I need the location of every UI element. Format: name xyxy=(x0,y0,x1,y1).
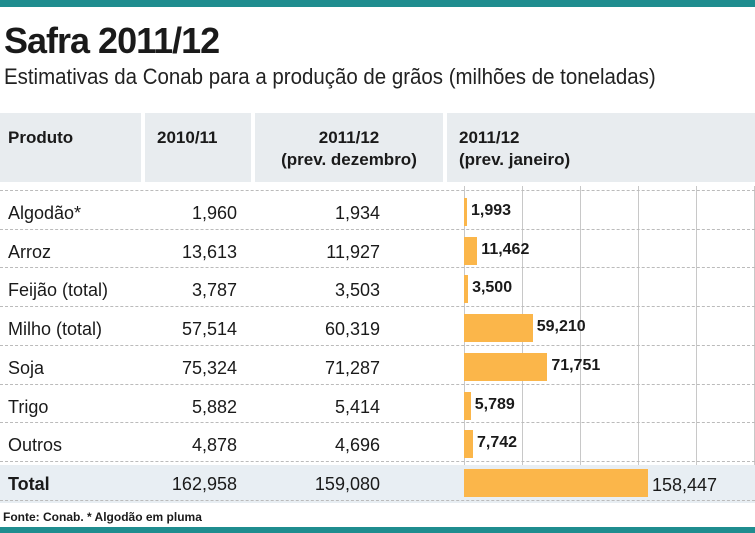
header-jan-line1: 2011/12 xyxy=(459,128,520,147)
table-row: Algodão* 1,960 1,934 xyxy=(0,194,755,232)
gridline xyxy=(464,186,465,500)
row-divider xyxy=(0,306,755,308)
table-row: Trigo 5,882 5,414 xyxy=(0,388,755,426)
header-dez: 2011/12 (prev. dezembro) xyxy=(255,113,443,182)
cell-2010-11: 162,958 xyxy=(171,473,237,494)
header-jan-line2: (prev. janeiro) xyxy=(459,150,571,169)
header-jan: 2011/12 (prev. janeiro) xyxy=(447,113,755,182)
chart-subtitle: Estimativas da Conab para a produção de … xyxy=(4,64,656,89)
cell-dez: 11,927 xyxy=(326,241,380,262)
bar-1 xyxy=(464,236,478,265)
cell-2010-11: 3,787 xyxy=(191,280,237,301)
cell-dez: 159,080 xyxy=(314,473,380,494)
cell-dez: 1,934 xyxy=(334,203,380,223)
cell-dez: 4,696 xyxy=(334,435,380,456)
bottom-accent-bar xyxy=(0,527,755,533)
bar-label: 1,993 xyxy=(471,202,512,219)
cell-2010-11: 5,882 xyxy=(191,396,237,417)
chart-title: Safra 2011/12 xyxy=(4,20,220,61)
row-divider xyxy=(0,422,755,424)
row-divider xyxy=(0,344,755,346)
header-produto: Produto xyxy=(0,113,141,182)
cell-produto: Feijão (total) xyxy=(8,280,109,301)
table-row: Soja 75,324 71,287 xyxy=(0,349,755,387)
header-2010-11: 2010/11 xyxy=(145,113,251,182)
cell-produto: Soja xyxy=(8,357,45,378)
cell-2010-11: 57,514 xyxy=(181,319,237,340)
cell-produto: Trigo xyxy=(8,396,49,417)
row-divider xyxy=(0,228,755,230)
cell-dez: 3,503 xyxy=(334,280,380,301)
gridline xyxy=(638,186,640,500)
bar-7 xyxy=(464,468,648,497)
cell-2010-11: 13,613 xyxy=(181,241,237,262)
table-row: Milho (total) 57,514 60,319 xyxy=(0,310,755,348)
row-divider xyxy=(0,499,755,501)
bar-label: 7,742 xyxy=(476,434,518,452)
table-row: Feijão (total) 3,787 3,503 xyxy=(0,271,755,309)
header-dez-line1: 2011/12 xyxy=(318,128,380,147)
top-accent-bar xyxy=(0,0,755,7)
footnote: Fonte: Conab. * Algodão em pluma xyxy=(3,510,202,524)
cell-produto: Arroz xyxy=(8,241,52,262)
bar-6 xyxy=(464,430,473,459)
bar-label: 71,751 xyxy=(551,356,601,374)
bar-2 xyxy=(464,275,469,304)
bar-label: 59,210 xyxy=(536,318,586,336)
bar-3 xyxy=(464,314,533,343)
cell-dez: 60,319 xyxy=(324,319,380,340)
row-divider xyxy=(0,190,755,191)
table-row: Arroz 13,613 11,927 xyxy=(0,233,755,271)
cell-produto: Total xyxy=(8,473,50,494)
header-dez-line2: (prev. dezembro) xyxy=(281,150,417,169)
bar-label: 3,500 xyxy=(472,279,513,297)
cell-produto: Outros xyxy=(8,435,63,456)
cell-2010-11: 4,878 xyxy=(191,435,237,456)
gridline xyxy=(522,186,524,500)
bar-label: 11,462 xyxy=(481,240,530,258)
gridline xyxy=(696,186,698,500)
bar-label: 5,789 xyxy=(474,395,515,413)
row-divider xyxy=(0,267,755,269)
bar-4 xyxy=(464,352,548,381)
cell-2010-11: 1,960 xyxy=(191,203,237,223)
bar-0 xyxy=(464,198,467,226)
bar-label: 158,447 xyxy=(652,474,718,495)
cell-produto: Milho (total) xyxy=(8,319,103,340)
cell-dez: 71,287 xyxy=(324,357,380,378)
cell-2010-11: 75,324 xyxy=(181,357,237,378)
bar-5 xyxy=(464,391,471,420)
gridline xyxy=(580,186,582,500)
row-divider xyxy=(0,460,755,462)
cell-dez: 5,414 xyxy=(334,396,380,417)
row-divider xyxy=(0,383,755,385)
table-row: Outros 4,878 4,696 xyxy=(0,426,755,464)
cell-produto: Algodão* xyxy=(8,203,82,223)
